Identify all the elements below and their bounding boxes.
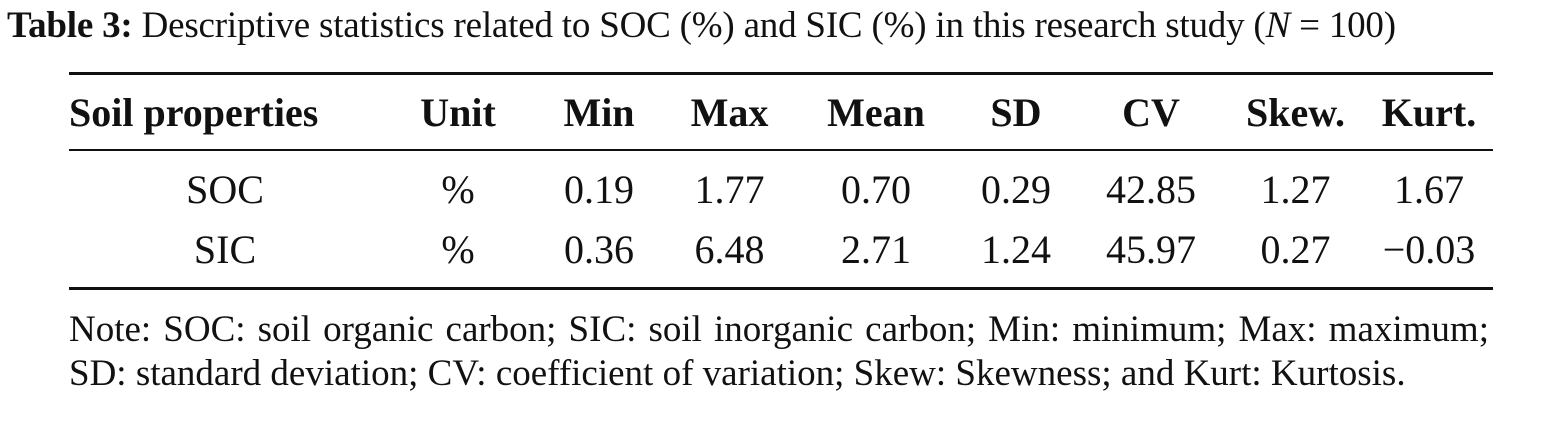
cell-skew: 0.27 [1260,226,1331,272]
header-skew: Skew. [1246,89,1345,135]
cell-soil-property: SOC [186,166,264,212]
caption-text: Descriptive statistics related to SOC (%… [142,5,1396,46]
header-cv: CV [1122,89,1180,135]
header-mean: Mean [827,89,925,135]
cell-max: 6.48 [694,226,765,272]
header-unit: Unit [420,89,496,135]
cell-max: 1.77 [694,166,765,212]
cell-unit: % [441,166,475,212]
cell-sd: 0.29 [981,166,1051,212]
cell-kurt: 1.67 [1394,166,1464,212]
table-row: SIC % 0.36 6.48 2.71 1.24 45.97 0.27 −0.… [69,219,1493,289]
cell-min: 0.19 [564,166,634,212]
cell-skew: 1.27 [1260,166,1331,212]
cell-soil-property: SIC [193,226,257,272]
header-soil-properties: Soil properties [69,89,319,135]
header-max: Max [690,89,769,135]
cell-min: 0.36 [564,226,634,272]
cell-unit: % [441,226,475,272]
table-note: Note: SOC: soil organic carbon; SIC: soi… [69,309,1489,394]
header-kurt: Kurt. [1381,89,1477,135]
caption-text-before: Descriptive statistics related to SOC (%… [141,5,1266,46]
header-sd: SD [990,89,1042,135]
cell-cv: 42.85 [1106,166,1196,212]
cell-kurt: −0.03 [1382,226,1476,272]
statistics-table: Soil properties Unit Min Max Mean SD CV … [69,72,1493,290]
cell-cv: 45.97 [1106,226,1196,272]
caption-label: Table 3: [7,5,133,46]
statistics-table-container: Soil properties Unit Min Max Mean SD CV … [69,72,1493,290]
header-min: Min [563,89,635,135]
caption-text-after: = 100) [1290,5,1396,46]
table-caption: Table 3: Descriptive statistics related … [7,4,1557,48]
table-row: SOC % 0.19 1.77 0.70 0.29 42.85 1.27 1.6… [69,150,1493,219]
table-header-row: Soil properties Unit Min Max Mean SD CV … [69,73,1493,150]
cell-sd: 1.24 [981,226,1051,272]
cell-mean: 0.70 [841,166,911,212]
caption-n-symbol: N [1265,5,1291,46]
cell-mean: 2.71 [841,226,911,272]
